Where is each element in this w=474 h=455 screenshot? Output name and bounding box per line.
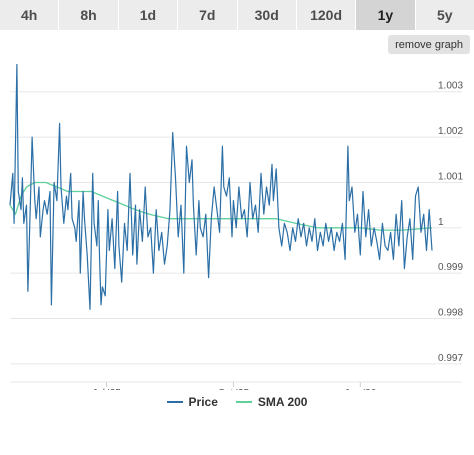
timeframe-tabs: 4h 8h 1d 7d 30d 120d 1y 5y	[0, 0, 474, 30]
price-chart: 0.997 0.998 0.999 1 1.001 1.002 1.003 Jul '25 O…	[9, 63, 463, 390]
y-tick-label: 1.003	[438, 81, 463, 92]
legend-item-price[interactable]: Price	[166, 395, 218, 409]
x-axis: Jul '25 Oct '25 Jan '26	[10, 381, 462, 390]
y-axis: 0.997 0.998 0.999 1 1.001 1.002 1.003	[438, 81, 463, 364]
tab-8h[interactable]: 8h	[59, 0, 119, 30]
tab-1d[interactable]: 1d	[118, 0, 179, 30]
legend-label-price: Price	[188, 395, 218, 409]
tab-5y[interactable]: 5y	[415, 0, 474, 30]
tab-120d[interactable]: 120d	[296, 0, 357, 30]
y-tick-label: 1	[438, 217, 444, 228]
x-tick-label: Jul '25	[92, 388, 121, 390]
chart-series	[9, 63, 433, 310]
x-tick-label: Oct '25	[218, 388, 250, 390]
legend-label-sma: SMA 200	[257, 395, 308, 409]
y-tick-label: 0.997	[438, 353, 463, 364]
tab-7d[interactable]: 7d	[178, 0, 238, 30]
chart-legend: Price SMA 200	[0, 394, 474, 410]
y-tick-label: 1.001	[438, 171, 463, 182]
legend-swatch-price	[166, 401, 183, 403]
tab-1y[interactable]: 1y	[356, 0, 416, 30]
tab-30d[interactable]: 30d	[237, 0, 297, 30]
sma-200-line	[9, 181, 433, 231]
legend-swatch-sma	[235, 401, 252, 403]
y-tick-label: 1.002	[438, 126, 463, 137]
tab-4h[interactable]: 4h	[0, 0, 60, 30]
y-tick-label: 0.999	[438, 262, 463, 273]
remove-graph-button[interactable]: remove graph	[388, 35, 470, 54]
legend-item-sma[interactable]: SMA 200	[235, 395, 308, 409]
price-line	[9, 63, 433, 310]
y-tick-label: 0.998	[438, 308, 463, 319]
x-tick-label: Jan '26	[344, 388, 376, 390]
